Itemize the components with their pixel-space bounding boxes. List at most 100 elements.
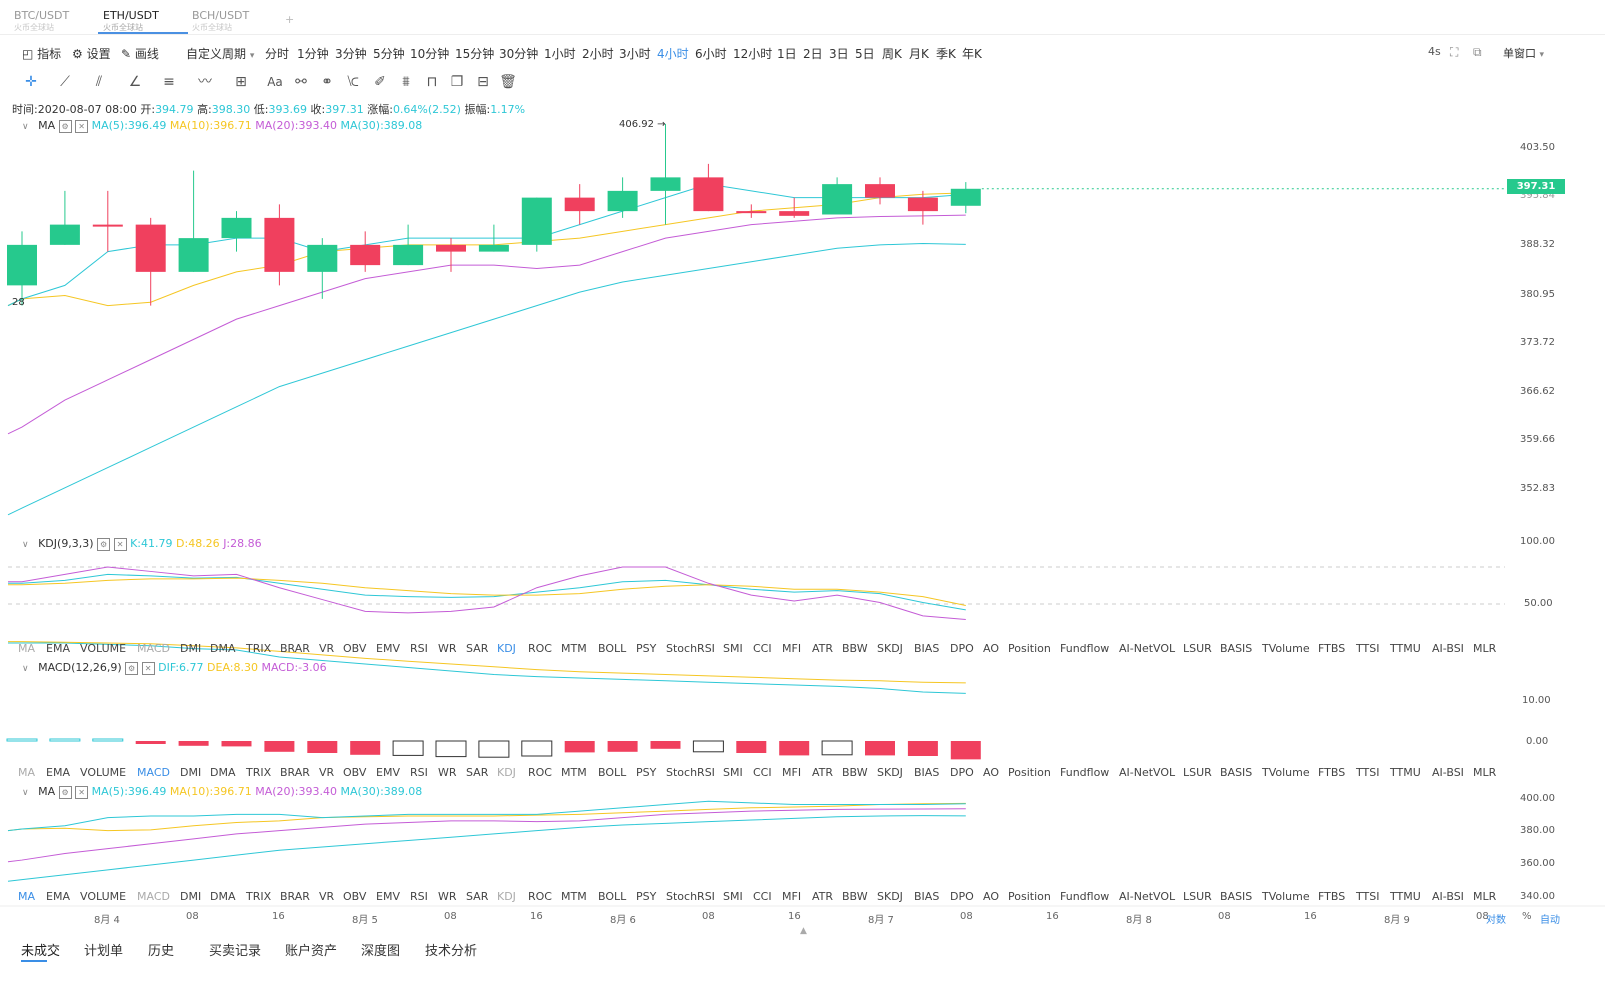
parallel-lines-icon[interactable]: ⫽	[95, 74, 103, 90]
indicator-ftbs[interactable]: FTBS	[1318, 642, 1346, 655]
indicator-basis[interactable]: BASIS	[1220, 642, 1253, 655]
indicator-ema[interactable]: EMA	[46, 642, 70, 655]
indicator-ai-netvol[interactable]: AI-NetVOL	[1119, 766, 1176, 779]
indicator-dpo[interactable]: DPO	[950, 766, 974, 779]
indicator-trix[interactable]: TRIX	[246, 766, 272, 779]
indicator-brar[interactable]: BRAR	[280, 766, 310, 779]
horizontal-lines-icon[interactable]: ≡	[163, 74, 175, 90]
indicator-sar[interactable]: SAR	[466, 890, 489, 903]
indicator-psy[interactable]: PSY	[636, 642, 657, 655]
indicator-position[interactable]: Position	[1008, 766, 1051, 779]
window-icon[interactable]: ⧉	[1473, 45, 1482, 59]
indicator-ttmu[interactable]: TTMU	[1390, 890, 1421, 903]
period-20[interactable]: 年K	[962, 47, 982, 61]
indicator-ma[interactable]: MA	[18, 642, 36, 655]
indicator-ao[interactable]: AO	[983, 766, 999, 779]
indicator-wr[interactable]: WR	[438, 890, 457, 903]
collapse-icon[interactable]: ∨	[22, 788, 29, 798]
indicator-basis[interactable]: BASIS	[1220, 890, 1253, 903]
window-mode-dropdown[interactable]: 单窗口 ▾	[1503, 45, 1544, 61]
indicator-dma[interactable]: DMA	[210, 890, 236, 903]
indicator-trix[interactable]: TRIX	[246, 642, 272, 655]
indicator-macd[interactable]: MACD	[137, 890, 170, 903]
indicator-dmi[interactable]: DMI	[180, 766, 202, 779]
indicator-dma[interactable]: DMA	[210, 766, 236, 779]
close-icon[interactable]: ✕	[113, 537, 127, 551]
indicator-rsi[interactable]: RSI	[410, 890, 428, 903]
period-9[interactable]: 3小时	[619, 47, 651, 61]
indicator-fundflow[interactable]: Fundflow	[1060, 890, 1110, 903]
indicator-emv[interactable]: EMV	[376, 766, 400, 779]
indicator-ai-bsi[interactable]: AI-BSI	[1432, 766, 1464, 779]
angle-icon[interactable]: ∠	[128, 74, 142, 90]
draw-button[interactable]: ✎ 画线	[121, 45, 159, 62]
indicator-basis[interactable]: BASIS	[1220, 766, 1253, 779]
indicator-tvolume[interactable]: TVolume	[1262, 642, 1310, 655]
auto-scale-toggle[interactable]: 自动	[1540, 915, 1560, 926]
indicator-wr[interactable]: WR	[438, 766, 457, 779]
add-tab-button[interactable]: +	[285, 13, 295, 26]
gear-icon[interactable]: ⚙	[97, 537, 111, 551]
indicator-atr[interactable]: ATR	[812, 890, 834, 903]
indicator-rsi[interactable]: RSI	[410, 766, 428, 779]
indicator-smi[interactable]: SMI	[723, 766, 743, 779]
period-1[interactable]: 1分钟	[297, 47, 329, 61]
indicator-volume[interactable]: VOLUME	[80, 642, 127, 655]
indicator-roc[interactable]: ROC	[528, 642, 552, 655]
indicator-obv[interactable]: OBV	[343, 766, 367, 779]
indicator-bbw[interactable]: BBW	[842, 766, 868, 779]
indicator-smi[interactable]: SMI	[723, 642, 743, 655]
indicator-dmi[interactable]: DMI	[180, 890, 202, 903]
collapse-panel-icon[interactable]: ▲	[800, 926, 807, 936]
indicator-lsur[interactable]: LSUR	[1183, 766, 1212, 779]
period-0[interactable]: 分时	[265, 47, 290, 61]
period-17[interactable]: 周K	[882, 47, 902, 61]
indicator-ma[interactable]: MA	[18, 766, 36, 779]
period-16[interactable]: 5日	[855, 47, 875, 61]
indicator-button[interactable]: ◰ 指标	[22, 45, 61, 62]
indicator-cci[interactable]: CCI	[753, 642, 772, 655]
indicator-dpo[interactable]: DPO	[950, 642, 974, 655]
percent-scale-toggle[interactable]: %	[1522, 911, 1532, 922]
indicator-emv[interactable]: EMV	[376, 890, 400, 903]
indicator-bbw[interactable]: BBW	[842, 642, 868, 655]
period-6[interactable]: 30分钟	[499, 47, 539, 61]
indicator-ttmu[interactable]: TTMU	[1390, 766, 1421, 779]
indicator-macd[interactable]: MACD	[137, 766, 170, 779]
indicator-bias[interactable]: BIAS	[914, 642, 940, 655]
custom-period-dropdown[interactable]: 自定义周期 ▾	[186, 45, 254, 62]
bottom-tab-6[interactable]: 技术分析	[425, 944, 478, 959]
indicator-position[interactable]: Position	[1008, 642, 1051, 655]
indicator-tvolume[interactable]: TVolume	[1262, 890, 1310, 903]
tab-btc-usdt[interactable]: BTC/USDT 火币全球站	[14, 10, 69, 33]
indicator-mtm[interactable]: MTM	[561, 642, 587, 655]
bottom-tab-0[interactable]: 未成交	[21, 944, 61, 959]
indicator-volume[interactable]: VOLUME	[80, 890, 127, 903]
indicator-roc[interactable]: ROC	[528, 890, 552, 903]
indicator-kdj[interactable]: KDJ	[497, 890, 516, 903]
indicator-ema[interactable]: EMA	[46, 766, 70, 779]
indicator-mlr[interactable]: MLR	[1473, 890, 1497, 903]
indicator-ai-bsi[interactable]: AI-BSI	[1432, 890, 1464, 903]
indicator-brar[interactable]: BRAR	[280, 642, 310, 655]
period-10[interactable]: 4小时	[657, 47, 689, 61]
period-19[interactable]: 季K	[936, 47, 956, 61]
indicator-stochrsi[interactable]: StochRSI	[666, 890, 715, 903]
period-12[interactable]: 12小时	[733, 47, 773, 61]
indicator-mlr[interactable]: MLR	[1473, 642, 1497, 655]
link-icon[interactable]: ⚭	[321, 74, 333, 90]
indicator-boll[interactable]: BOLL	[598, 642, 627, 655]
indicator-stochrsi[interactable]: StochRSI	[666, 766, 715, 779]
period-3[interactable]: 5分钟	[373, 47, 405, 61]
indicator-vr[interactable]: VR	[319, 766, 335, 779]
indicator-dma[interactable]: DMA	[210, 642, 236, 655]
gear-icon[interactable]: ⚙	[58, 785, 72, 799]
indicator-tvolume[interactable]: TVolume	[1262, 766, 1310, 779]
period-15[interactable]: 3日	[829, 47, 849, 61]
trendline-icon[interactable]: ⟋	[60, 74, 70, 90]
period-4[interactable]: 10分钟	[410, 47, 450, 61]
indicator-bias[interactable]: BIAS	[914, 766, 940, 779]
period-11[interactable]: 6小时	[695, 47, 727, 61]
indicator-bias[interactable]: BIAS	[914, 890, 940, 903]
